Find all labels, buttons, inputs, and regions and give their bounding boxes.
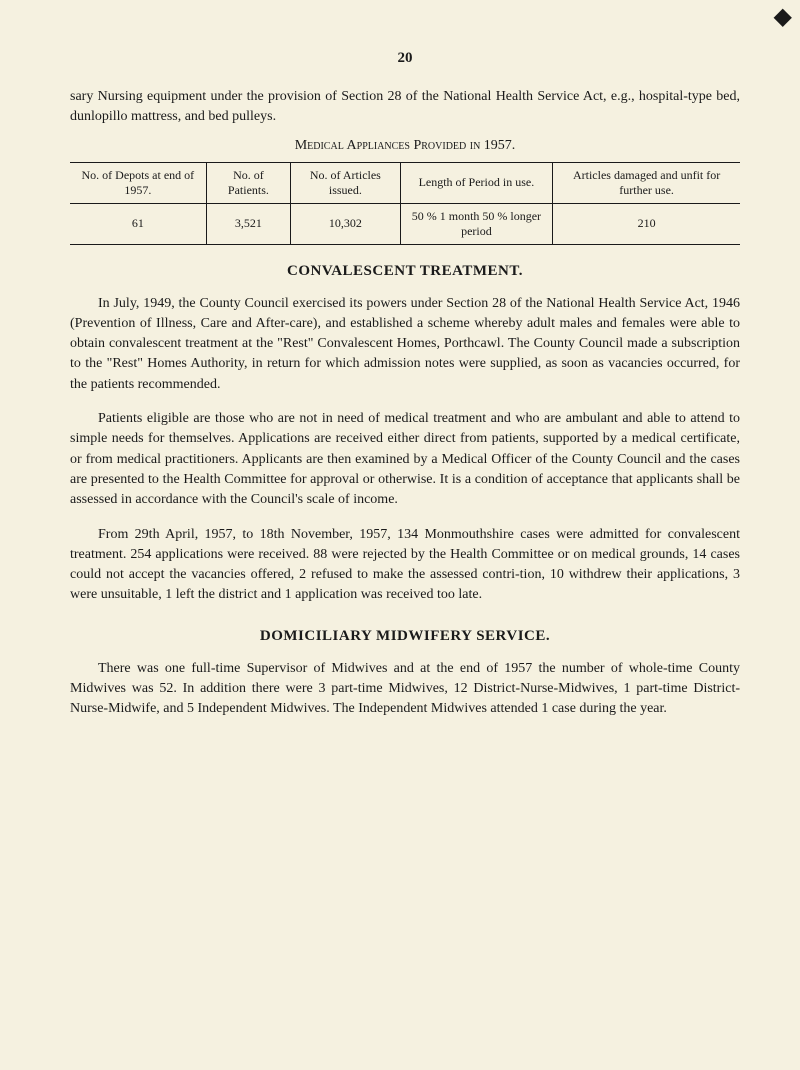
paragraph-intro: sary Nursing equipment under the provisi… [70, 87, 740, 128]
table-header-cell: No. of Patients. [206, 162, 291, 203]
paragraph-midwifery: There was one full-time Supervisor of Mi… [70, 659, 740, 720]
table-header-cell: No. of Depots at end of 1957. [70, 162, 206, 203]
table-header-cell: Length of Period in use. [400, 162, 553, 203]
table-header-cell: No. of Articles issued. [291, 162, 400, 203]
page-number: 20 [70, 50, 740, 67]
table-header-cell: Articles damaged and unfit for further u… [553, 162, 740, 203]
paragraph-convalescent-3: From 29th April, 1957, to 18th November,… [70, 525, 740, 606]
paragraph-convalescent-1: In July, 1949, the County Council exerci… [70, 294, 740, 395]
table-cell: 3,521 [206, 203, 291, 244]
table-cell: 210 [553, 203, 740, 244]
section-heading-midwifery: DOMICILIARY MIDWIFERY SERVICE. [70, 628, 740, 645]
appliances-table: No. of Depots at end of 1957. No. of Pat… [70, 162, 740, 245]
table-cell: 10,302 [291, 203, 400, 244]
table-cell: 50 % 1 month 50 % longer period [400, 203, 553, 244]
table-caption: Medical Appliances Provided in 1957. [70, 138, 740, 154]
paragraph-convalescent-2: Patients eligible are those who are not … [70, 409, 740, 510]
section-heading-convalescent: CONVALESCENT TREATMENT. [70, 263, 740, 280]
document-page: 20 sary Nursing equipment under the prov… [0, 0, 800, 768]
table-cell: 61 [70, 203, 206, 244]
